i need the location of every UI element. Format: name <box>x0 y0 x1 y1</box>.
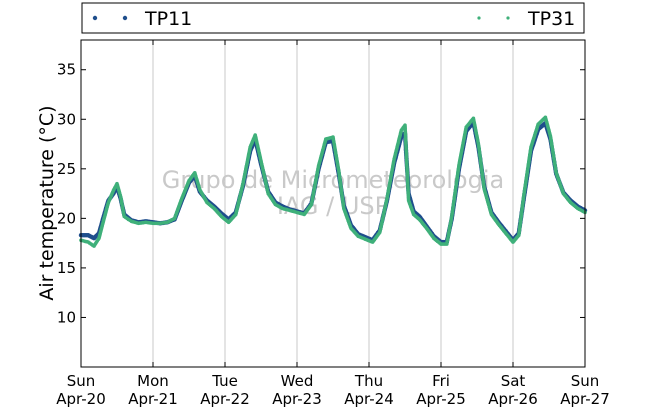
x-tick-label-day: Fri <box>432 372 450 390</box>
x-tick-label-date: Apr-27 <box>560 390 610 408</box>
y-tick-label: 20 <box>57 209 76 227</box>
y-tick-label: 10 <box>57 308 76 326</box>
series-tp31 <box>79 115 587 248</box>
y-tick-label: 30 <box>57 110 76 128</box>
plot-background <box>81 40 585 367</box>
legend-frame <box>81 2 585 34</box>
legend-marker-tp11 <box>122 15 128 21</box>
watermark: Grupo de Micrometeorologia IAG / USP <box>162 166 504 220</box>
x-tick-label-date: Apr-21 <box>128 390 178 408</box>
legend-marker-tp31 <box>506 16 510 20</box>
y-tick-label: 35 <box>57 61 76 79</box>
plot-frame <box>80 39 586 368</box>
x-tick-label-day: Sat <box>501 372 526 390</box>
legend-marker-tp11 <box>92 15 98 21</box>
legend-label-tp11: TP11 <box>144 8 192 30</box>
watermark-line-2: IAG / USP <box>277 192 389 220</box>
x-tick-label-date: Apr-25 <box>416 390 466 408</box>
x-tick-label-day: Sun <box>571 372 600 390</box>
x-tick-label-date: Apr-24 <box>344 390 394 408</box>
ticks <box>80 40 586 367</box>
x-tick-label-day: Wed <box>281 372 314 390</box>
plot-area: Grupo de Micrometeorologia IAG / USP <box>78 39 588 368</box>
legend-marker-tp31 <box>477 16 481 20</box>
x-tick-label-date: Apr-23 <box>272 390 322 408</box>
x-tick-label-date: Apr-22 <box>200 390 250 408</box>
y-axis-label: Air temperature (°C) <box>36 105 58 300</box>
x-tick-label-day: Thu <box>354 372 383 390</box>
x-tick-label-date: Apr-26 <box>488 390 538 408</box>
x-tick-label-day: Sun <box>67 372 96 390</box>
x-tick-label-day: Mon <box>137 372 169 390</box>
x-tick-label-day: Tue <box>211 372 238 390</box>
y-tick-label: 25 <box>57 160 76 178</box>
y-tick-labels: 10 15 20 25 30 35 <box>57 61 76 327</box>
gridlines <box>152 40 514 367</box>
legend: TP11 TP31 <box>81 2 585 34</box>
x-tick-label-date: Apr-20 <box>56 390 106 408</box>
y-tick-label: 15 <box>57 259 76 277</box>
legend-label-tp31: TP31 <box>527 8 575 30</box>
watermark-line-1: Grupo de Micrometeorologia <box>162 166 504 194</box>
x-tick-labels: SunApr-20MonApr-21TueApr-22WedApr-23ThuA… <box>56 372 610 408</box>
